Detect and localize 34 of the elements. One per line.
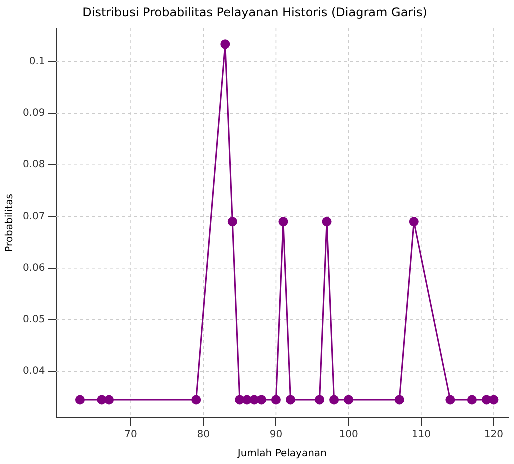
y-tick-label: 0.07 xyxy=(23,211,46,222)
y-tick-label: 0.05 xyxy=(23,314,46,326)
y-tick-label: 0.08 xyxy=(23,160,46,171)
point xyxy=(330,395,340,405)
y-tick-label: 0.04 xyxy=(23,366,46,378)
y-tick-label: 0.1 xyxy=(29,56,46,68)
point xyxy=(409,217,419,227)
point xyxy=(394,395,404,405)
point xyxy=(315,395,325,405)
point xyxy=(104,395,114,405)
point xyxy=(322,217,332,227)
point xyxy=(278,217,288,227)
x-axis-title: Jumlah Pelayanan xyxy=(236,448,327,460)
chart-title: Distribusi Probabilitas Pelayanan Historis (Diagram Garis) xyxy=(82,5,428,20)
x-tick-label: 80 xyxy=(197,430,210,441)
point xyxy=(446,395,456,405)
point xyxy=(220,40,230,50)
y-axis-title: Probabilitas xyxy=(4,194,16,252)
point xyxy=(256,395,266,405)
point xyxy=(271,395,281,405)
point xyxy=(467,395,477,405)
point xyxy=(489,395,499,405)
x-tick-label: 100 xyxy=(339,430,358,441)
point xyxy=(286,395,296,405)
point xyxy=(75,395,85,405)
y-tick-label: 0.06 xyxy=(23,262,46,274)
x-tick-label: 90 xyxy=(270,430,283,441)
y-tick-label: 0.09 xyxy=(23,108,46,120)
x-tick-label: 120 xyxy=(484,430,504,441)
point xyxy=(192,395,202,405)
x-tick-label: 110 xyxy=(412,430,431,441)
point xyxy=(228,217,238,227)
x-tick-label: 70 xyxy=(124,430,138,441)
point xyxy=(344,395,354,405)
